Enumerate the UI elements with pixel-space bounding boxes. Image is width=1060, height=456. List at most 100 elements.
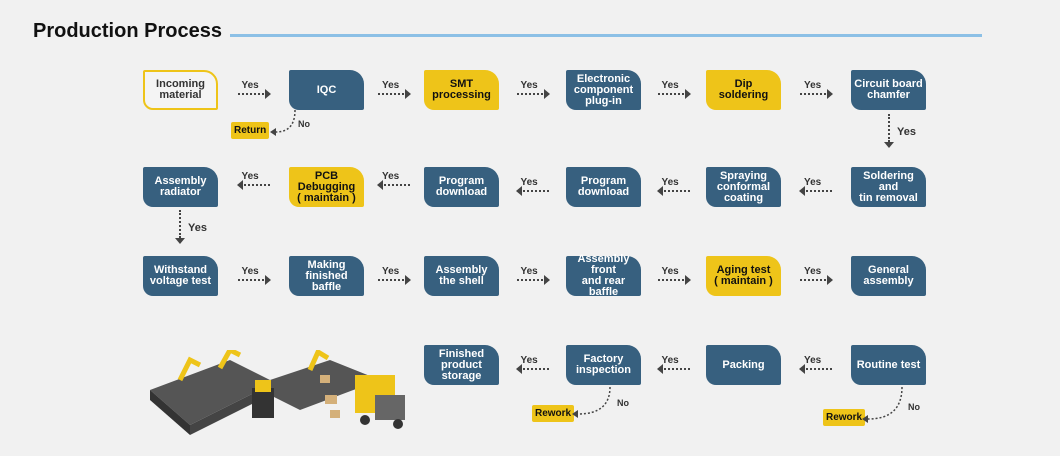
arrow-head-icon (515, 186, 522, 196)
yes-label: Yes (897, 126, 916, 138)
dotted-line (378, 279, 404, 281)
arrow-left: Yes (798, 177, 834, 199)
yes-label: Yes (241, 171, 259, 182)
arrow-left: Yes (656, 355, 692, 377)
dotted-line (522, 190, 549, 192)
process-step: Assembly front and rear baffle (566, 254, 641, 298)
page-title: Production Process (33, 20, 222, 42)
arrow-head-icon (799, 364, 805, 374)
dotted-line (179, 210, 181, 238)
arrow-head-icon (827, 89, 833, 99)
process-step: Factory inspection (566, 345, 641, 385)
arrow-right: Yes (656, 80, 692, 102)
dotted-line (378, 93, 404, 95)
arrow-left: Yes (376, 171, 412, 193)
arrow-left: Yes (515, 355, 551, 377)
arrow-left: Yes (236, 171, 272, 193)
dotted-line (800, 93, 826, 95)
arrow-right: Yes (376, 266, 412, 288)
dotted-line (237, 279, 264, 281)
dotted-line (516, 93, 543, 95)
yes-label: Yes (804, 80, 822, 91)
process-step: Finished product storage (424, 345, 499, 385)
arrow-right: Yes (798, 266, 834, 288)
yes-label: Yes (241, 80, 259, 91)
yes-label: Yes (804, 266, 822, 277)
arrow-head-icon (656, 186, 663, 196)
yes-label: Yes (804, 355, 822, 366)
arrow-head-icon (684, 89, 691, 99)
process-step: Dip soldering (706, 70, 781, 110)
arrow-head-icon (405, 89, 411, 99)
arrow-head-icon (656, 364, 663, 374)
yes-label: Yes (188, 222, 207, 234)
process-step: Spraying conformal coating (706, 167, 781, 207)
yes-label: Yes (520, 266, 538, 277)
yes-label: Yes (241, 266, 259, 277)
dotted-line (384, 184, 410, 186)
no-label: No (298, 119, 310, 129)
arrow-head-icon (175, 238, 185, 244)
arrow-right: Yes (798, 80, 834, 102)
process-step: PCB Debugging ( maintain ) (289, 167, 364, 207)
arrow-head-icon (264, 275, 271, 285)
no-label: No (617, 398, 629, 408)
dotted-line (663, 190, 690, 192)
rework-return-tag: Rework (823, 409, 866, 426)
rework-return-tag: Rework (532, 405, 575, 422)
arrow-head-icon (799, 186, 805, 196)
process-step: Circuit board chamfer (851, 70, 926, 110)
dotted-line (800, 279, 826, 281)
rework-return-tag: Return (231, 122, 270, 139)
arrow-head-icon (827, 275, 833, 285)
arrow-head-icon (684, 275, 691, 285)
process-step: Withstand voltage test (143, 256, 218, 296)
dotted-line (806, 190, 832, 192)
process-step: Assembly radiator (143, 167, 218, 207)
yes-label: Yes (520, 177, 538, 188)
arrow-right: Yes (656, 266, 692, 288)
process-step: SMT processing (424, 70, 499, 110)
dotted-line (243, 184, 270, 186)
process-step: Routine test (851, 345, 926, 385)
process-step: IQC (289, 70, 364, 110)
arrow-head-icon (264, 89, 271, 99)
yes-label: Yes (661, 177, 679, 188)
yes-label: Yes (520, 80, 538, 91)
yes-label: Yes (661, 80, 679, 91)
process-step: Program download (566, 167, 641, 207)
arrow-head-icon (377, 180, 383, 190)
arrow-head-icon (543, 275, 550, 285)
process-step: Packing (706, 345, 781, 385)
yes-label: Yes (520, 355, 538, 366)
arrow-head-icon (515, 364, 522, 374)
arrow-head-icon (236, 180, 243, 190)
arrow-left: Yes (515, 177, 551, 199)
dotted-line (657, 279, 684, 281)
process-step: Soldering and tin removal (851, 167, 926, 207)
arrow-head-icon (884, 142, 894, 148)
yes-label: Yes (661, 266, 679, 277)
arrow-right: Yes (376, 80, 412, 102)
dotted-line (888, 114, 890, 142)
dotted-line (657, 93, 684, 95)
arrow-down: Yes (175, 210, 216, 250)
yes-label: Yes (804, 177, 822, 188)
arrow-head-icon (543, 89, 550, 99)
arrow-right: Yes (236, 80, 272, 102)
dotted-line (516, 279, 543, 281)
dotted-line (237, 93, 264, 95)
yes-label: Yes (382, 80, 400, 91)
process-step: Incoming material (143, 70, 218, 110)
factory-illustration (150, 350, 405, 435)
process-step: General assembly (851, 256, 926, 296)
arrow-right: Yes (515, 80, 551, 102)
no-label: No (908, 402, 920, 412)
arrow-down: Yes (884, 114, 925, 154)
yes-label: Yes (382, 171, 400, 182)
arrow-right: Yes (236, 266, 272, 288)
